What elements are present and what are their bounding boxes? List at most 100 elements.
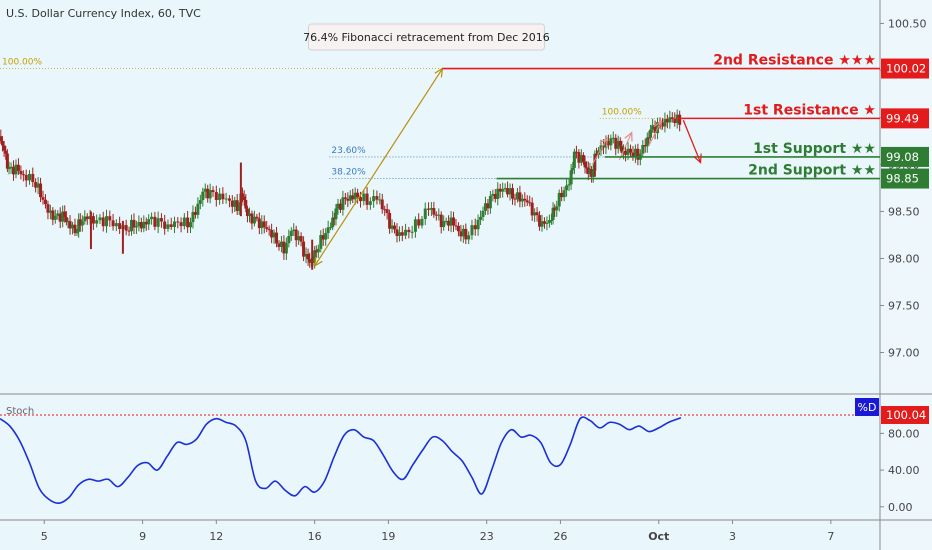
candle-body [641,145,645,154]
candle-body [629,148,633,153]
candle-body [626,148,630,155]
candle-body [506,188,510,195]
candle-body [137,222,141,227]
candle-body [362,193,366,202]
candle-body [314,250,318,253]
candle-body [567,184,571,186]
candle-body [127,230,131,232]
candle-body [299,236,303,242]
candle-body [176,221,180,223]
candle-body [493,193,497,199]
candle-body [275,232,279,244]
fib-arrow-line [314,68,443,267]
candle-body [400,232,404,236]
candle-body [486,203,490,209]
stoch-y-tick-label: 80.00 [888,427,920,440]
candle-body [169,224,173,227]
candle-body [481,210,485,217]
candle-body [279,241,283,247]
candle-body [313,250,317,262]
candle-body [547,220,551,223]
candle-body [356,192,360,198]
candle-body [491,193,495,196]
x-tick-label: Oct [648,530,669,543]
level-badge [881,58,929,79]
candle-body [633,148,637,157]
candle-body [36,183,40,188]
candle-body [166,224,170,229]
candle-body [432,208,436,215]
annotation-box [307,23,545,51]
candle-body [245,208,249,217]
candle-body [368,201,372,205]
candle-body [208,190,212,199]
candle-body [545,222,549,224]
candle-body [611,137,615,139]
candle-body [130,219,134,232]
candle-body [393,225,397,230]
candle-body [21,174,25,176]
candle-body [282,241,286,254]
candle-body [5,153,9,169]
candle-body [599,145,603,151]
candle-body [498,188,502,192]
candle-body [332,217,336,220]
candle-body [375,196,379,200]
candle-body [331,217,335,228]
candle-body [211,190,215,193]
candle-body [528,202,532,204]
candle-body [242,196,246,200]
candle-body [586,167,590,174]
candle-body [255,216,259,219]
candle-body [523,198,527,201]
candle-body [73,224,77,234]
candle-body [64,217,68,223]
candle-body [77,219,81,232]
candle-body [144,221,148,225]
level-label: 1st Resistance ★ [743,102,876,118]
candle-body [427,208,431,210]
candle-body [316,248,320,253]
candle-body [651,125,655,130]
candle-body [668,117,672,123]
candle-body [78,219,82,226]
y-tick-label: 97.50 [888,299,920,312]
candle-body [85,216,89,220]
candle-body [308,259,312,263]
candle-body [670,117,674,119]
pattern-arrow-head [653,119,662,131]
candle-body [572,151,576,168]
level-badge-text: 99.08 [886,150,919,164]
candle-body [321,235,325,240]
candle-body [636,148,640,160]
candle-body [250,213,254,224]
x-tick-label: 7 [827,530,834,543]
candle-body [601,145,605,148]
candle-body [306,253,310,260]
fib-level-label: 38.20% [331,168,366,178]
x-tick-label: 5 [41,530,48,543]
candle-body [68,221,72,229]
candle-body [203,188,207,192]
candle-body [336,203,340,209]
candle-body [501,189,505,192]
candle-body [461,228,465,237]
candle-body [359,197,363,202]
candle-body [423,208,427,219]
candle-body [343,197,347,199]
candle-body [581,155,585,162]
candle-body [198,200,202,204]
candle-body [518,192,522,202]
level-label: 1st Support ★★ [753,141,876,157]
level-label: 2nd Resistance ★★★ [713,53,876,69]
candle-body [449,217,453,226]
candle-body [233,200,237,207]
candle-body [221,193,225,200]
candle-body [101,217,105,227]
x-tick-label: 16 [308,530,322,543]
candle-body [257,218,261,229]
x-tick-label: 23 [480,530,494,543]
candle-body [66,221,70,223]
